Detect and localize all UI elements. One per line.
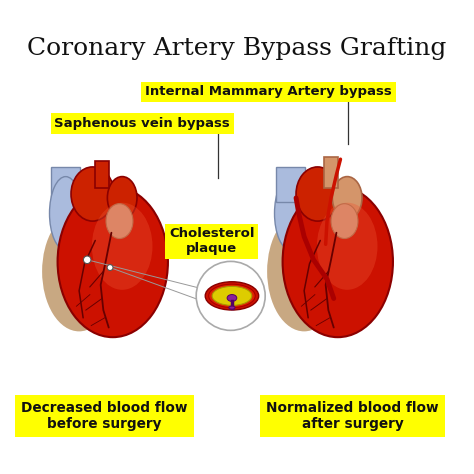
Ellipse shape xyxy=(274,177,307,250)
Ellipse shape xyxy=(106,204,133,238)
Ellipse shape xyxy=(267,211,341,331)
Ellipse shape xyxy=(296,167,339,221)
Circle shape xyxy=(83,256,91,264)
Ellipse shape xyxy=(42,211,116,331)
FancyArrow shape xyxy=(324,157,338,188)
Ellipse shape xyxy=(209,284,255,308)
Text: Coronary Artery Bypass Grafting: Coronary Artery Bypass Grafting xyxy=(27,37,447,60)
Ellipse shape xyxy=(108,177,137,219)
Text: Normalized blood flow
after surgery: Normalized blood flow after surgery xyxy=(266,401,439,431)
Ellipse shape xyxy=(92,203,153,290)
Ellipse shape xyxy=(71,167,114,221)
Text: Decreased blood flow
before surgery: Decreased blood flow before surgery xyxy=(21,401,188,431)
Ellipse shape xyxy=(212,286,252,305)
FancyArrow shape xyxy=(95,161,109,188)
Text: Cholesterol
plaque: Cholesterol plaque xyxy=(169,227,255,255)
Ellipse shape xyxy=(332,177,362,219)
Circle shape xyxy=(107,264,113,271)
Ellipse shape xyxy=(227,294,237,301)
FancyArrow shape xyxy=(276,167,305,202)
Text: Internal Mammary Artery bypass: Internal Mammary Artery bypass xyxy=(145,85,392,99)
Ellipse shape xyxy=(331,204,358,238)
Ellipse shape xyxy=(57,186,168,337)
FancyArrow shape xyxy=(51,167,81,202)
Ellipse shape xyxy=(49,177,82,250)
Circle shape xyxy=(196,261,265,330)
Ellipse shape xyxy=(229,306,235,309)
Ellipse shape xyxy=(205,282,259,310)
Ellipse shape xyxy=(283,186,393,337)
Ellipse shape xyxy=(317,203,377,290)
Text: Saphenous vein bypass: Saphenous vein bypass xyxy=(55,117,230,130)
